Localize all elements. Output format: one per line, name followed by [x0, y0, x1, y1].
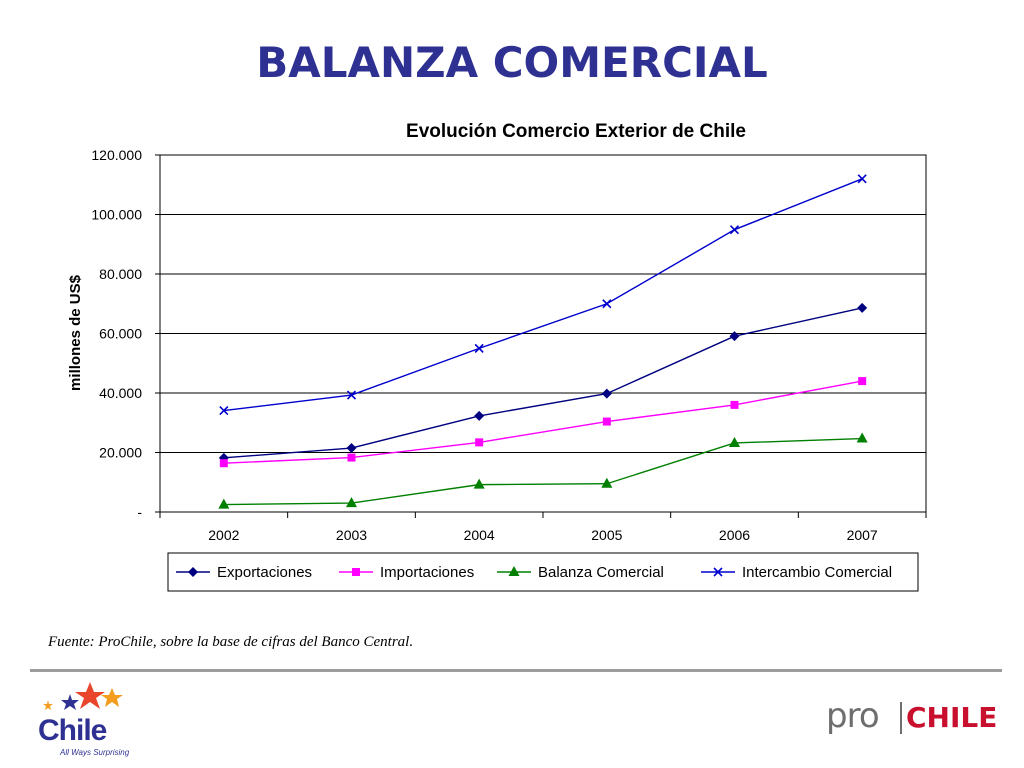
data-point-balanza-comercial — [601, 477, 613, 488]
data-point-intercambio-comercial — [474, 343, 484, 353]
data-point-intercambio-comercial — [219, 405, 229, 416]
legend-marker-exportaciones — [188, 567, 198, 577]
footer-divider — [30, 669, 1002, 672]
data-point-balanza-comercial — [218, 498, 230, 509]
y-tick-label: 100.000 — [91, 207, 142, 223]
data-point-intercambio-comercial — [346, 390, 357, 400]
prochile-logo-divider — [900, 702, 902, 734]
y-tick-label: 80.000 — [99, 266, 142, 282]
data-point-exportaciones — [346, 443, 357, 454]
data-point-importaciones — [858, 377, 867, 386]
legend-label-importaciones: Importaciones — [380, 564, 474, 581]
chart-title: Evolución Comercio Exterior de Chile — [406, 121, 746, 142]
data-point-balanza-comercial — [473, 478, 485, 489]
series-line-balanza-comercial — [223, 437, 863, 506]
x-tick-label: 2004 — [464, 527, 495, 543]
y-tick-label: - — [137, 504, 142, 520]
legend-label-exportaciones: Exportaciones — [217, 564, 312, 581]
x-tick-label: 2006 — [719, 527, 750, 543]
series-line-importaciones — [223, 380, 863, 464]
legend-label-intercambio-comercial: Intercambio Comercial — [742, 564, 892, 581]
y-tick-label: 120.000 — [91, 147, 142, 163]
data-point-exportaciones — [857, 302, 868, 313]
chile-logo-word: Chile — [38, 714, 107, 747]
x-tick-label: 2005 — [591, 527, 622, 543]
x-tick-label: 2002 — [208, 527, 239, 543]
legend-label-balanza-comercial: Balanza Comercial — [538, 564, 664, 581]
legend-marker-importaciones — [352, 568, 360, 576]
data-point-importaciones — [602, 417, 611, 426]
series-line-intercambio-comercial — [223, 178, 863, 412]
source-note: Fuente: ProChile, sobre la base de cifra… — [48, 634, 414, 650]
legend-marker-intercambio-comercial — [713, 567, 723, 577]
prochile-logo-pro: pro — [826, 696, 880, 736]
legend-box — [167, 552, 919, 592]
series-line-exportaciones — [223, 307, 863, 459]
data-point-importaciones — [730, 400, 739, 409]
data-point-balanza-comercial — [729, 436, 740, 447]
data-point-balanza-comercial — [856, 432, 868, 443]
chile-brand-logo: Chile All Ways Surprising — [28, 680, 138, 762]
data-point-intercambio-comercial — [602, 299, 612, 309]
data-point-exportaciones — [474, 410, 485, 421]
slide-title: BALANZA COMERCIAL — [256, 38, 768, 87]
x-tick-label: 2007 — [847, 527, 878, 543]
y-tick-label: 60.000 — [99, 326, 142, 342]
data-point-intercambio-comercial — [857, 174, 867, 184]
trade-chart: Evolución Comercio Exterior de Chile - 20.… — [67, 121, 927, 592]
data-point-intercambio-comercial — [729, 225, 740, 235]
data-point-importaciones — [475, 438, 484, 447]
legend-marker-balanza-comercial — [508, 566, 520, 576]
x-tick-label: 2003 — [336, 527, 367, 543]
data-point-balanza-comercial — [346, 497, 357, 508]
y-axis-title: millones de US$ — [67, 274, 84, 391]
chile-logo-slogan: All Ways Surprising — [60, 748, 130, 757]
prochile-logo-chile: CHILE — [906, 701, 998, 734]
data-point-importaciones — [219, 459, 228, 468]
y-tick-label: 20.000 — [99, 445, 142, 461]
y-tick-label: 40.000 — [99, 385, 142, 401]
data-point-importaciones — [347, 453, 356, 462]
stars-icon — [43, 682, 123, 710]
data-point-exportaciones — [601, 388, 612, 399]
prochile-logo: pro CHILE — [826, 696, 1002, 740]
data-point-exportaciones — [729, 331, 740, 342]
